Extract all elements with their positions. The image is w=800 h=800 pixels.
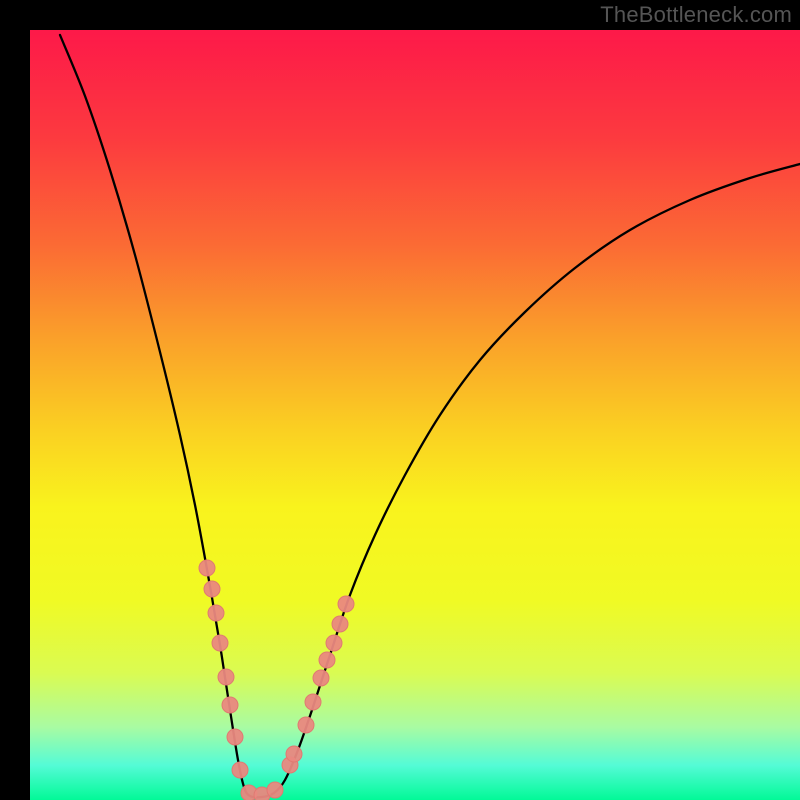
data-marker <box>218 669 234 685</box>
data-marker <box>232 762 248 778</box>
plot-area <box>30 30 800 800</box>
data-marker <box>267 782 283 798</box>
data-marker <box>319 652 335 668</box>
data-marker <box>313 670 329 686</box>
data-marker <box>222 697 238 713</box>
data-marker <box>204 581 220 597</box>
chart-canvas: TheBottleneck.com <box>0 0 800 800</box>
data-marker <box>305 694 321 710</box>
data-marker <box>208 605 224 621</box>
plot-svg <box>0 0 800 800</box>
data-marker <box>298 717 314 733</box>
data-marker <box>326 635 342 651</box>
data-marker <box>332 616 348 632</box>
data-marker <box>199 560 215 576</box>
watermark-text: TheBottleneck.com <box>600 2 792 28</box>
data-marker <box>212 635 228 651</box>
data-marker <box>227 729 243 745</box>
data-marker <box>286 746 302 762</box>
data-marker <box>338 596 354 612</box>
